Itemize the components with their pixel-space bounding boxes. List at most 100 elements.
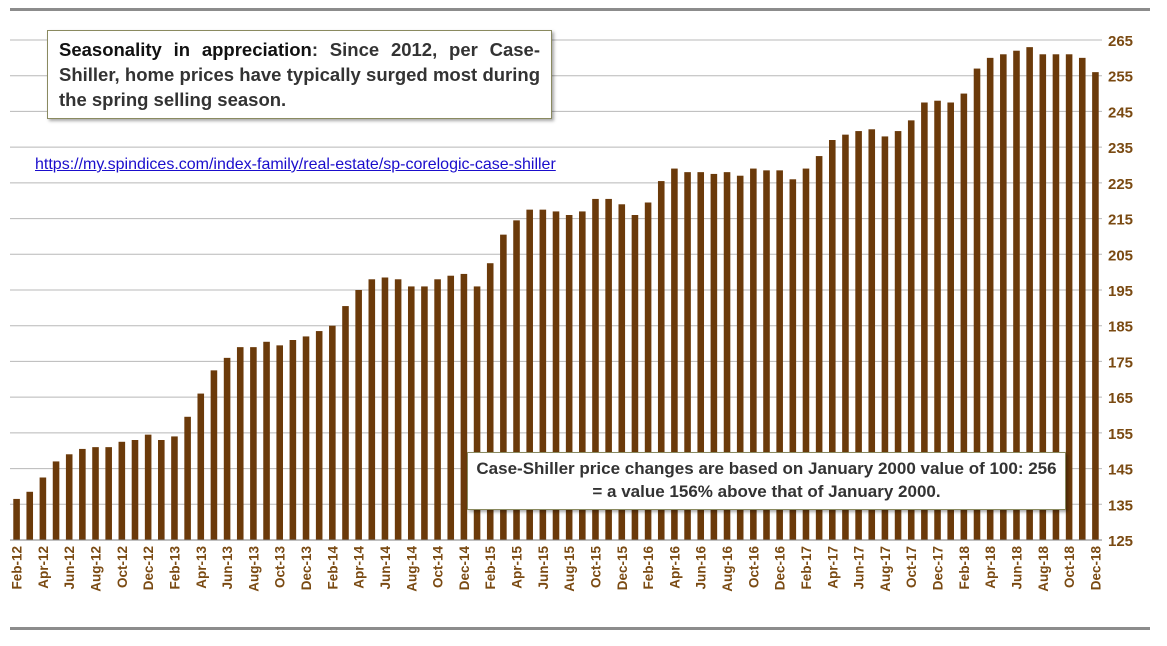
x-tick-label: Feb-14 — [325, 546, 340, 590]
y-tick-label: 255 — [1108, 69, 1133, 86]
annotation-body: : Since 2012, per Case-Shiller, home pri… — [59, 39, 540, 110]
x-tick-label: Apr-16 — [667, 546, 682, 589]
bar — [802, 168, 810, 541]
bar — [79, 448, 86, 540]
bar — [26, 491, 34, 540]
bar — [986, 57, 994, 540]
bar — [263, 341, 270, 540]
bar — [750, 168, 757, 541]
y-tick-label: 165 — [1108, 390, 1133, 407]
bottom-divider — [10, 627, 1150, 630]
bar — [710, 173, 718, 540]
bar — [1092, 72, 1099, 541]
bar — [1078, 57, 1086, 540]
x-tick-label: Dec-13 — [299, 546, 314, 591]
y-tick-label: 205 — [1108, 247, 1133, 264]
bar — [605, 198, 612, 540]
y-tick-label: 225 — [1108, 176, 1133, 193]
bar — [526, 209, 533, 540]
y-tick-label: 155 — [1108, 426, 1133, 443]
bar — [723, 172, 731, 540]
bar — [118, 441, 126, 540]
bar — [855, 131, 862, 541]
x-tick-label: Dec-14 — [457, 546, 472, 591]
bar — [684, 172, 691, 540]
x-tick-label: Jun-15 — [536, 546, 551, 590]
bar — [302, 336, 310, 540]
y-tick-label: 175 — [1108, 354, 1133, 371]
x-tick-label: Feb-16 — [641, 546, 656, 590]
bar — [579, 211, 586, 540]
bar — [657, 181, 665, 541]
bar — [342, 306, 349, 540]
y-tick-label: 235 — [1108, 140, 1133, 157]
bar — [276, 345, 283, 540]
x-tick-label: Jun-18 — [1009, 546, 1024, 590]
y-tick-label: 145 — [1108, 462, 1133, 479]
bar — [315, 331, 323, 540]
bar — [65, 454, 73, 540]
bar — [973, 68, 981, 541]
x-tick-label: Oct-17 — [904, 546, 919, 588]
bar — [1039, 54, 1047, 541]
x-tick-label: Aug-18 — [1036, 546, 1051, 592]
x-tick-label: Dec-17 — [931, 546, 946, 590]
bar — [921, 102, 928, 540]
bar — [92, 447, 99, 540]
x-tick-label: Jun-14 — [378, 546, 393, 590]
annotation-lead: Seasonality in appreciation — [59, 39, 312, 60]
bar — [105, 447, 112, 540]
x-tick-label: Aug-12 — [89, 546, 104, 592]
x-tick-label: Dec-12 — [141, 546, 156, 590]
bar — [368, 279, 376, 540]
bar — [671, 168, 678, 541]
x-tick-label: Apr-15 — [510, 546, 525, 589]
case-shiller-source-link[interactable]: https://my.spindices.com/index-family/re… — [35, 156, 556, 173]
x-tick-label: Aug-14 — [404, 546, 419, 592]
x-tick-label: Feb-12 — [10, 546, 25, 590]
bar — [868, 129, 876, 541]
bar — [473, 286, 481, 540]
seasonality-annotation: Seasonality in appreciation: Since 2012,… — [47, 30, 552, 119]
bar — [394, 279, 402, 540]
bar — [1052, 54, 1060, 541]
bar — [592, 198, 599, 540]
bar — [829, 140, 836, 540]
x-tick-label: Apr-17 — [825, 546, 840, 589]
base-value-annotation: Case-Shiller price changes are based on … — [467, 452, 1066, 510]
y-tick-label: 195 — [1108, 283, 1133, 300]
x-tick-label: Feb-18 — [957, 546, 972, 590]
bar — [960, 93, 968, 541]
x-tick-label: Oct-12 — [115, 546, 130, 588]
bar — [236, 347, 244, 540]
x-tick-label: Jun-17 — [852, 546, 867, 590]
bar — [500, 234, 507, 540]
top-divider — [10, 8, 1150, 11]
bar — [52, 461, 60, 540]
bar — [250, 347, 257, 540]
bar — [329, 325, 336, 540]
bar — [1065, 54, 1073, 541]
x-tick-label: Dec-15 — [615, 546, 630, 591]
x-tick-label: Apr-18 — [983, 546, 998, 589]
bar — [447, 275, 455, 540]
bar — [894, 131, 902, 541]
bar — [158, 440, 165, 540]
x-tick-label: Oct-14 — [431, 546, 446, 589]
x-tick-label: Feb-13 — [167, 546, 182, 590]
x-tick-label: Dec-16 — [773, 546, 788, 591]
x-tick-label: Apr-14 — [352, 546, 367, 589]
bar — [539, 209, 547, 540]
x-tick-label: Oct-16 — [746, 546, 761, 589]
x-tick-label: Jun-16 — [694, 546, 709, 590]
bar — [171, 436, 178, 540]
y-tick-label: 185 — [1108, 319, 1133, 336]
bar — [1026, 47, 1033, 541]
x-tick-label: Oct-15 — [588, 546, 603, 589]
bar — [421, 286, 428, 540]
bar — [947, 102, 954, 540]
bar — [697, 172, 705, 540]
x-tick-label: Aug-15 — [562, 546, 577, 592]
x-tick-label: Feb-15 — [483, 546, 498, 590]
